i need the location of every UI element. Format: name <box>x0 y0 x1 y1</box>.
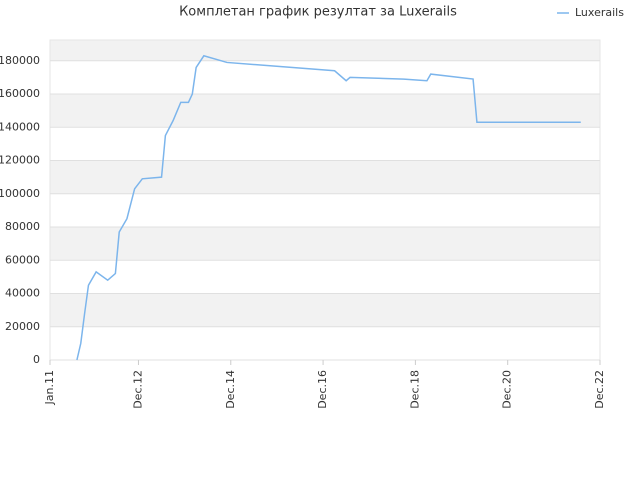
plot-band <box>50 160 600 194</box>
plot-band <box>50 60 600 95</box>
x-tick-label: Jan.11 <box>43 370 56 405</box>
x-tick-label: Dec.18 <box>408 370 421 409</box>
y-tick-label: 0 <box>33 353 40 366</box>
y-tick-label: 40000 <box>5 287 40 300</box>
line <box>76 54 581 361</box>
y-tick-label: 140000 <box>0 120 40 133</box>
x-tick-label: Dec.12 <box>131 370 144 409</box>
y-tick-label: 20000 <box>5 320 40 333</box>
y-tick-label: 100000 <box>0 187 40 200</box>
y-tick-label: 180000 <box>0 54 40 67</box>
plot-band <box>50 260 600 294</box>
plot-band <box>50 193 600 228</box>
y-tick-label: 120000 <box>0 154 40 167</box>
plot-band <box>50 326 600 360</box>
plot-band <box>50 293 600 327</box>
legend-label: Luxerails <box>575 6 624 19</box>
plot-band <box>50 40 600 61</box>
chart-title: Комплетан график резултат за Luxerails <box>179 5 457 20</box>
x-tick-label: Dec.22 <box>593 370 606 409</box>
x-tick-label: Dec.16 <box>316 370 329 409</box>
y-tick-label: 80000 <box>5 220 40 233</box>
plot-band <box>50 127 600 161</box>
plot-band <box>50 227 600 261</box>
x-tick-label: Dec.20 <box>501 370 514 409</box>
y-tick-label: 160000 <box>0 87 40 100</box>
x-tick-label: Dec.14 <box>224 370 237 409</box>
y-tick-label: 60000 <box>5 253 40 266</box>
